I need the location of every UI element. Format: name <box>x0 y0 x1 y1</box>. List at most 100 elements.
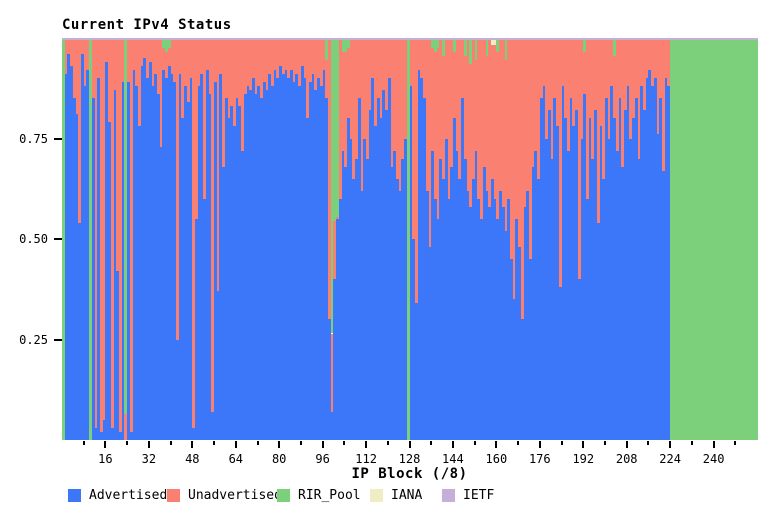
bar-block-250 <box>740 38 744 440</box>
bar-block-230 <box>686 38 690 440</box>
bar-block-163 <box>504 38 508 440</box>
x-tick-label: 16 <box>98 452 113 466</box>
segment-ietf <box>276 38 280 41</box>
bar-block-185 <box>564 38 568 440</box>
segment-unadvertised <box>594 40 598 111</box>
segment-ietf <box>265 38 269 41</box>
bar-block-41 <box>173 38 177 440</box>
segment-rir_pool <box>325 40 329 61</box>
segment-ietf <box>480 38 484 41</box>
segment-iana <box>490 40 495 45</box>
segment-advertised <box>78 222 82 440</box>
segment-unadvertised <box>621 40 625 167</box>
segment-ietf <box>599 38 603 41</box>
legend-label: IANA <box>391 488 423 503</box>
segment-advertised <box>569 98 573 440</box>
segment-ietf <box>520 38 525 41</box>
segment-advertised <box>317 78 321 440</box>
segment-ietf <box>602 38 606 41</box>
segment-advertised <box>642 110 647 440</box>
segment-ietf <box>433 38 438 41</box>
y-tick <box>54 238 62 240</box>
segment-ietf <box>165 38 169 41</box>
x-tick-minor <box>169 441 172 445</box>
bar-block-40 <box>170 38 174 440</box>
bar-block-19 <box>113 38 117 440</box>
segment-advertised <box>64 74 68 440</box>
segment-ietf <box>401 38 405 41</box>
segment-ietf <box>727 38 731 41</box>
bar-block-36 <box>159 38 163 440</box>
segment-ietf <box>694 38 698 41</box>
segment-advertised <box>507 198 511 440</box>
segment-unadvertised <box>604 40 609 99</box>
bar-block-244 <box>724 38 728 440</box>
segment-unadvertised <box>83 40 87 87</box>
bar-block-158 <box>490 38 495 440</box>
segment-ietf <box>545 38 549 41</box>
segment-ietf <box>661 38 666 41</box>
segment-advertised <box>371 78 375 440</box>
segment-ietf <box>442 38 446 41</box>
x-tick-minor <box>560 441 563 445</box>
segment-unadvertised <box>314 40 318 91</box>
segment-unadvertised <box>227 40 231 119</box>
bar-block-251 <box>743 38 747 440</box>
segment-ietf <box>233 38 237 41</box>
segment-rir_pool <box>699 40 704 440</box>
segment-ietf <box>62 38 66 41</box>
segment-rir_pool <box>344 40 348 53</box>
segment-unadvertised <box>466 40 470 191</box>
legend-swatch-ietf <box>442 489 455 502</box>
segment-rir_pool <box>721 40 725 440</box>
segment-advertised <box>281 74 286 440</box>
segment-rir_pool <box>727 40 731 440</box>
segment-ietf <box>197 38 201 41</box>
bar-block-3 <box>70 38 74 440</box>
bar-block-184 <box>561 38 565 440</box>
segment-ietf <box>360 38 364 41</box>
segment-ietf <box>311 38 316 41</box>
segment-ietf <box>173 38 177 41</box>
segment-unadvertised <box>157 40 161 95</box>
segment-ietf <box>537 38 541 41</box>
bar-block-203 <box>613 38 617 440</box>
x-tick-label: 224 <box>659 452 681 466</box>
segment-rir_pool <box>729 40 734 440</box>
bar-block-44 <box>181 38 185 440</box>
bar-block-189 <box>575 38 579 440</box>
legend-label: Unadvertised <box>188 488 282 503</box>
segment-ietf <box>691 38 696 41</box>
segment-advertised <box>151 86 155 440</box>
segment-advertised <box>344 166 348 440</box>
segment-ietf <box>309 38 313 41</box>
segment-rir_pool <box>710 40 715 440</box>
segment-ietf <box>290 38 294 41</box>
segment-advertised <box>596 222 601 440</box>
segment-rir_pool <box>89 40 93 440</box>
segment-unadvertised <box>474 60 478 151</box>
segment-unadvertised <box>659 40 663 99</box>
bar-block-15 <box>102 38 106 440</box>
segment-advertised <box>91 98 96 440</box>
bar-block-146 <box>458 38 462 440</box>
bar-block-201 <box>607 38 611 440</box>
segment-unadvertised <box>205 40 210 71</box>
bar-block-27 <box>135 38 139 440</box>
bar-block-137 <box>433 38 438 440</box>
x-tick-major <box>408 441 411 448</box>
segment-unadvertised <box>214 40 218 83</box>
segment-advertised <box>311 74 316 440</box>
segment-rir_pool <box>683 40 687 440</box>
bar-block-103 <box>341 38 345 440</box>
bar-block-157 <box>488 38 492 440</box>
bar-block-110 <box>360 38 364 440</box>
segment-advertised <box>504 230 508 440</box>
segment-ietf <box>181 38 185 41</box>
segment-ietf <box>618 38 622 41</box>
segment-ietf <box>328 38 332 41</box>
segment-ietf <box>455 38 459 41</box>
segment-advertised <box>105 62 109 440</box>
segment-advertised <box>607 138 611 440</box>
bar-block-112 <box>366 38 370 440</box>
